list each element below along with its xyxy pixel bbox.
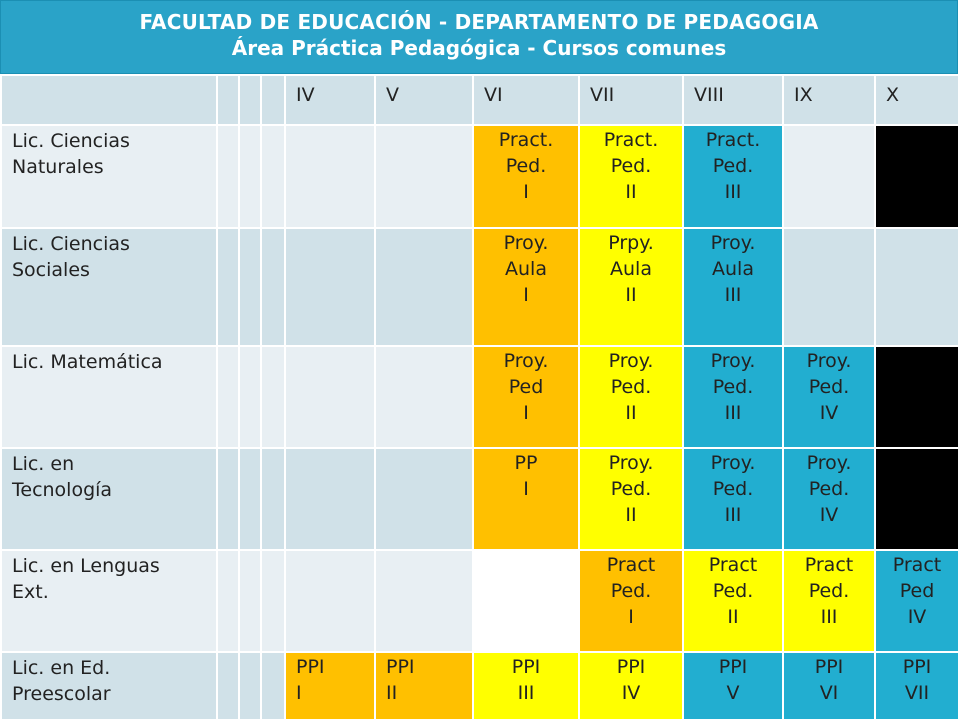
course-cell: PPI I (284, 651, 376, 721)
program-name: Lic. en Tecnología (0, 447, 218, 551)
spacer-cell (260, 651, 286, 721)
column-header: VI (472, 74, 580, 126)
program-name: Lic. Ciencias Sociales (0, 227, 218, 347)
corner-cell (0, 74, 218, 126)
spacer-cell (260, 124, 286, 229)
slide-header: FACULTAD DE EDUCACIÓN - DEPARTAMENTO DE … (0, 0, 958, 74)
spacer-cell (260, 227, 286, 347)
header-subtitle: Área Práctica Pedagógica - Cursos comune… (231, 36, 727, 60)
course-cell: PPI VII (874, 651, 960, 721)
column-header: IV (284, 74, 376, 126)
spacer-cell (216, 345, 240, 449)
empty-cell (874, 345, 960, 449)
course-cell: PPI VI (782, 651, 876, 721)
course-cell: Proy. Ped. III (682, 447, 784, 551)
course-cell: Pract Ped. I (578, 549, 684, 653)
course-cell: Pract Ped. II (682, 549, 784, 653)
table-row: Lic. en Tecnología PP I Proy. Ped. II Proy. Ped.… (0, 447, 960, 551)
program-name: Lic. Matemática (0, 345, 218, 449)
course-cell: Pract. Ped. II (578, 124, 684, 229)
course-cell: Proy. Ped I (472, 345, 580, 449)
course-cell: Proy. Ped. II (578, 447, 684, 551)
spacer-cell (216, 74, 240, 126)
empty-cell (374, 124, 474, 229)
empty-cell (284, 447, 376, 551)
course-cell: Proy. Aula III (682, 227, 784, 347)
course-cell: PPI IV (578, 651, 684, 721)
course-cell: PP I (472, 447, 580, 551)
course-cell: PPI II (374, 651, 474, 721)
spacer-cell (238, 124, 262, 229)
course-cell: Proy. Ped. III (682, 345, 784, 449)
empty-cell (374, 447, 474, 551)
spacer-cell (238, 447, 262, 551)
course-cell: Pract Ped. III (782, 549, 876, 653)
column-header: VIII (682, 74, 784, 126)
spacer-cell (216, 549, 240, 653)
course-cell: Prpy. Aula II (578, 227, 684, 347)
program-name: Lic. en Ed. Preescolar (0, 651, 218, 721)
table-row: Lic. en Lenguas Ext. Pract Ped. I Pract Ped. II… (0, 549, 960, 653)
course-cell: Pract. Ped. III (682, 124, 784, 229)
program-name: Lic. en Lenguas Ext. (0, 549, 218, 653)
spacer-cell (260, 74, 286, 126)
empty-cell (284, 549, 376, 653)
table-row: Lic. Ciencias Sociales Proy. Aula I Prpy. Aula… (0, 227, 960, 347)
empty-cell (874, 124, 960, 229)
course-cell: Proy. Ped. II (578, 345, 684, 449)
spacer-cell (216, 651, 240, 721)
spacer-cell (238, 345, 262, 449)
spacer-cell (260, 447, 286, 551)
column-header: IX (782, 74, 876, 126)
header-title: FACULTAD DE EDUCACIÓN - DEPARTAMENTO DE … (139, 10, 819, 34)
empty-cell (874, 447, 960, 551)
course-table: IV V VI VII VIII IX X Lic. Ciencias Naturales Pra… (0, 74, 960, 721)
spacer-cell (260, 345, 286, 449)
empty-cell (374, 227, 474, 347)
empty-cell (284, 227, 376, 347)
spacer-cell (238, 74, 262, 126)
column-header: V (374, 74, 474, 126)
spacer-cell (216, 124, 240, 229)
course-cell: Proy. Ped. IV (782, 345, 876, 449)
course-cell: Proy. Aula I (472, 227, 580, 347)
empty-cell (782, 227, 876, 347)
empty-cell (874, 227, 960, 347)
course-cell: Pract. Ped. I (472, 124, 580, 229)
empty-cell (374, 345, 474, 449)
spacer-cell (238, 651, 262, 721)
spacer-cell (216, 447, 240, 551)
table-row: Lic. Matemática Proy. Ped I Proy. Ped. II Proy.… (0, 345, 960, 449)
column-header: VII (578, 74, 684, 126)
program-name: Lic. Ciencias Naturales (0, 124, 218, 229)
column-header: X (874, 74, 960, 126)
empty-cell (782, 124, 876, 229)
table-row: Lic. Ciencias Naturales Pract. Ped. I Pract. P… (0, 124, 960, 229)
spacer-cell (216, 227, 240, 347)
course-cell: Pract Ped IV (874, 549, 960, 653)
course-cell: PPI III (472, 651, 580, 721)
table-row: Lic. en Ed. Preescolar PPI I PPI II PPI III PPI I… (0, 651, 960, 721)
course-cell: PPI V (682, 651, 784, 721)
course-cell: Proy. Ped. IV (782, 447, 876, 551)
empty-cell (284, 124, 376, 229)
header-row: IV V VI VII VIII IX X (0, 74, 960, 126)
spacer-cell (260, 549, 286, 653)
empty-cell (284, 345, 376, 449)
spacer-cell (238, 227, 262, 347)
empty-cell (374, 549, 474, 653)
empty-cell (472, 549, 580, 653)
spacer-cell (238, 549, 262, 653)
